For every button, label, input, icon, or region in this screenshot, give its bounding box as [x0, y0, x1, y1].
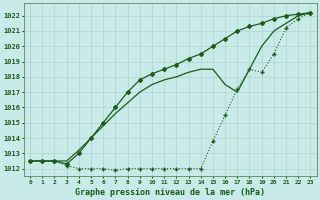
- X-axis label: Graphe pression niveau de la mer (hPa): Graphe pression niveau de la mer (hPa): [75, 188, 265, 197]
